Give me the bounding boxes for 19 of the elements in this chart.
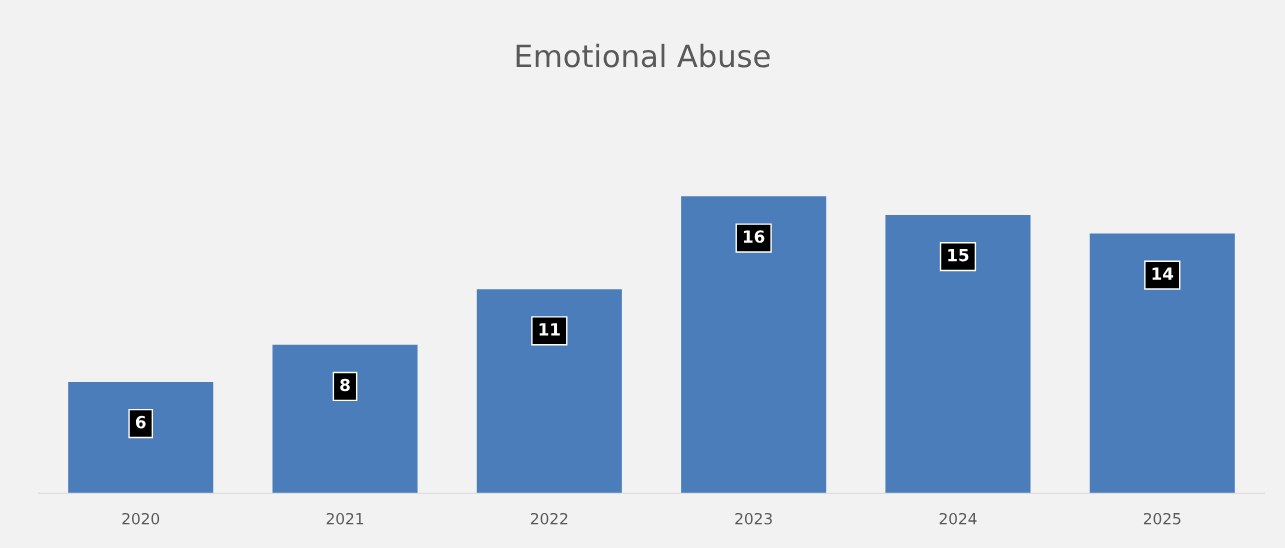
x-tick-label: 2022 bbox=[531, 512, 568, 525]
bar bbox=[476, 289, 622, 494]
data-label: 8 bbox=[340, 378, 350, 392]
bar bbox=[885, 214, 1031, 494]
data-label: 15 bbox=[948, 249, 969, 262]
x-tick-label: 2025 bbox=[1143, 512, 1181, 525]
data-label: 14 bbox=[1152, 267, 1174, 280]
x-tick-label: 2021 bbox=[326, 512, 364, 525]
bar bbox=[68, 381, 214, 494]
chart-title: Emotional Abuse bbox=[516, 43, 770, 68]
data-label: 6 bbox=[135, 415, 146, 429]
bar bbox=[1089, 233, 1235, 494]
x-tick-label: 2024 bbox=[939, 512, 977, 525]
bar bbox=[272, 344, 418, 494]
data-label: 11 bbox=[539, 323, 560, 336]
bar bbox=[681, 196, 827, 494]
x-tick-label: 2023 bbox=[735, 512, 772, 525]
x-tick-label: 2020 bbox=[122, 512, 160, 525]
data-label: 16 bbox=[743, 230, 765, 243]
